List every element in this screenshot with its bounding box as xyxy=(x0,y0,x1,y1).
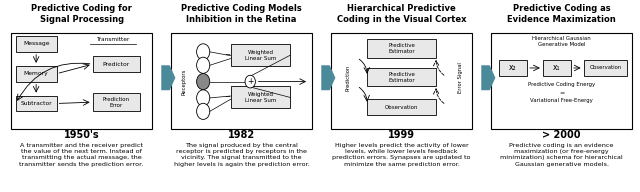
Text: Predictor: Predictor xyxy=(102,62,130,67)
Polygon shape xyxy=(321,65,335,90)
Text: Observation: Observation xyxy=(589,65,621,70)
Polygon shape xyxy=(161,65,175,90)
Text: x₂: x₂ xyxy=(509,64,517,72)
FancyBboxPatch shape xyxy=(491,33,632,129)
Text: Predictive Coding as
Evidence Maximization: Predictive Coding as Evidence Maximizati… xyxy=(508,4,616,24)
Text: Message: Message xyxy=(23,41,49,46)
Text: Predictive Coding Energy: Predictive Coding Energy xyxy=(528,82,595,87)
Text: The signal produced by the central
receptor is predicted by receptors in the
vic: The signal produced by the central recep… xyxy=(173,143,310,167)
Text: Predictive Coding Models
Inhibition in the Retina: Predictive Coding Models Inhibition in t… xyxy=(181,4,302,24)
Text: Observation: Observation xyxy=(385,105,419,110)
Text: Predictive
Estimator: Predictive Estimator xyxy=(388,72,415,83)
Text: −: − xyxy=(225,52,230,58)
Text: Prediction: Prediction xyxy=(345,65,350,91)
Text: A transmitter and the receiver predict
the value of the next term. Instead of
tr: A transmitter and the receiver predict t… xyxy=(19,143,144,167)
Text: Hierarchical Gaussian
Generative Model: Hierarchical Gaussian Generative Model xyxy=(532,36,591,47)
FancyBboxPatch shape xyxy=(16,96,56,111)
Text: −: − xyxy=(225,94,230,100)
FancyBboxPatch shape xyxy=(543,60,571,76)
Text: Variational Free-Energy: Variational Free-Energy xyxy=(530,98,593,103)
FancyBboxPatch shape xyxy=(367,39,436,58)
Text: Higher levels predict the activity of lower
levels, while lower levels feedback
: Higher levels predict the activity of lo… xyxy=(332,143,471,167)
Text: Predictive
Estimator: Predictive Estimator xyxy=(388,43,415,54)
FancyBboxPatch shape xyxy=(230,86,290,108)
Circle shape xyxy=(196,57,210,73)
FancyBboxPatch shape xyxy=(367,99,436,115)
Text: Weighted
Linear Sum: Weighted Linear Sum xyxy=(244,50,276,61)
Circle shape xyxy=(196,103,210,119)
Text: x₁: x₁ xyxy=(553,64,561,72)
Text: +: + xyxy=(247,77,253,86)
FancyBboxPatch shape xyxy=(16,66,56,82)
Text: Subtractor: Subtractor xyxy=(20,101,52,106)
FancyBboxPatch shape xyxy=(584,60,627,76)
Circle shape xyxy=(196,90,210,106)
Circle shape xyxy=(196,74,210,90)
Text: 1999: 1999 xyxy=(388,130,415,140)
Text: Prediction
Error: Prediction Error xyxy=(102,97,130,108)
Polygon shape xyxy=(481,65,495,90)
Text: Predictive Coding for
Signal Processing: Predictive Coding for Signal Processing xyxy=(31,4,132,24)
Text: Weighted
Linear Sum: Weighted Linear Sum xyxy=(244,92,276,103)
FancyBboxPatch shape xyxy=(331,33,472,129)
Text: 1982: 1982 xyxy=(228,130,255,140)
FancyBboxPatch shape xyxy=(367,68,436,86)
Text: Hierarchical Predictive
Coding in the Visual Cortex: Hierarchical Predictive Coding in the Vi… xyxy=(337,4,467,24)
FancyBboxPatch shape xyxy=(171,33,312,129)
Text: =: = xyxy=(559,91,564,96)
FancyBboxPatch shape xyxy=(93,93,140,111)
FancyBboxPatch shape xyxy=(499,60,527,76)
Text: Transmitter: Transmitter xyxy=(96,37,130,42)
Text: Error Signal: Error Signal xyxy=(458,62,463,93)
FancyBboxPatch shape xyxy=(230,44,290,66)
Text: Receptors: Receptors xyxy=(182,68,187,95)
Circle shape xyxy=(245,75,255,88)
Circle shape xyxy=(196,44,210,60)
FancyBboxPatch shape xyxy=(11,33,152,129)
Text: 1950's: 1950's xyxy=(64,130,99,140)
FancyBboxPatch shape xyxy=(93,56,140,72)
Text: Memory: Memory xyxy=(24,71,49,76)
Text: Predictive coding is an evidence
maximization (or free-energy
minimization) sche: Predictive coding is an evidence maximiz… xyxy=(500,143,623,167)
Text: > 2000: > 2000 xyxy=(542,130,581,140)
FancyBboxPatch shape xyxy=(16,36,56,52)
